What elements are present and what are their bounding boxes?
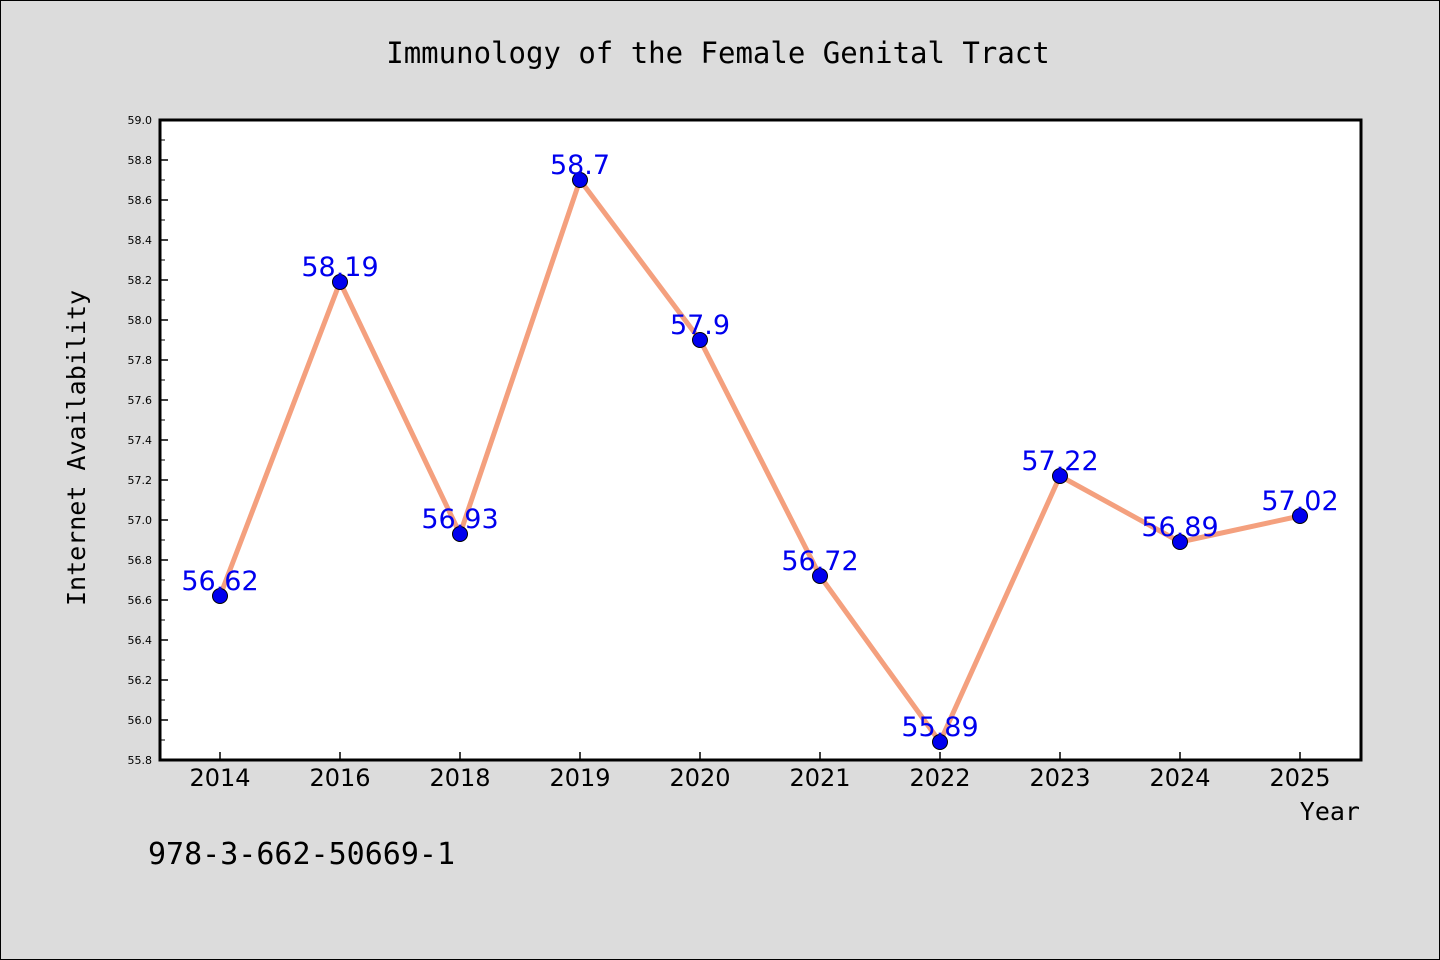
y-tick-label: 58.8 — [128, 154, 153, 167]
x-tick-label: 2021 — [789, 764, 850, 792]
x-tick-label: 2025 — [1269, 764, 1330, 792]
y-axis-label: Internet Availability — [62, 290, 91, 606]
y-tick-label: 57.2 — [128, 474, 153, 487]
data-label: 57.22 — [1021, 446, 1098, 477]
y-tick-label: 57.0 — [128, 514, 153, 527]
y-tick-label: 56.4 — [128, 634, 153, 647]
data-point — [692, 332, 708, 348]
markers-group — [212, 172, 1308, 750]
data-point — [332, 274, 348, 290]
y-tick-label: 58.6 — [128, 194, 153, 207]
y-tick-label: 58.4 — [128, 234, 153, 247]
data-point — [572, 172, 588, 188]
data-point — [212, 588, 228, 604]
data-point — [812, 568, 828, 584]
data-label: 56.93 — [421, 504, 498, 535]
data-point — [1052, 468, 1068, 484]
x-axis-label: Year — [1300, 797, 1360, 826]
series-line-group — [217, 177, 1303, 745]
x-tick-label: 2022 — [909, 764, 970, 792]
series-line — [217, 177, 1303, 745]
data-label: 57.9 — [670, 310, 730, 341]
data-label: 58.19 — [301, 252, 378, 283]
plot-border — [158, 118, 1363, 762]
isbn-annotation: 978-3-662-50669-1 — [148, 837, 455, 872]
chart-title: Immunology of the Female Genital Tract — [386, 36, 1049, 70]
x-tick-label: 2023 — [1029, 764, 1090, 792]
data-label: 57.02 — [1261, 486, 1338, 517]
y-tick-label: 56.6 — [128, 594, 153, 607]
data-point — [452, 526, 468, 542]
y-tick-label: 56.2 — [128, 674, 153, 687]
y-tick-label: 57.4 — [128, 434, 153, 447]
x-tick-label: 2019 — [549, 764, 610, 792]
y-tick-label: 56.8 — [128, 554, 153, 567]
data-label: 56.62 — [181, 566, 258, 597]
data-label: 58.7 — [550, 150, 610, 181]
y-tick-label: 55.8 — [128, 754, 153, 767]
data-labels-group: 56.62 58.19 56.93 58.7 57.9 56.72 55.89 57.22 56… — [181, 150, 1338, 743]
y-tick-label: 58.0 — [128, 314, 153, 327]
x-tick-label: 2024 — [1149, 764, 1210, 792]
data-label: 56.72 — [781, 546, 858, 577]
x-tick-label: 2020 — [669, 764, 730, 792]
data-label: 56.89 — [1141, 512, 1218, 543]
x-tick-label: 2016 — [309, 764, 370, 792]
x-tick-label: 2014 — [189, 764, 250, 792]
y-tick-label: 57.6 — [128, 394, 153, 407]
data-point — [1172, 534, 1188, 550]
data-label: 55.89 — [901, 712, 978, 743]
x-tick-label: 2018 — [429, 764, 490, 792]
y-tick-label: 56.0 — [128, 714, 153, 727]
data-point — [932, 734, 948, 750]
y-tick-label: 57.8 — [128, 354, 153, 367]
x-axis: 2014 2016 2018 2019 2020 2021 2022 2023 2024 2025 — [189, 752, 1331, 792]
plot-area — [160, 120, 1361, 760]
data-point — [1292, 508, 1308, 524]
y-tick-label: 58.2 — [128, 274, 153, 287]
y-tick-label: 59.0 — [128, 114, 153, 127]
